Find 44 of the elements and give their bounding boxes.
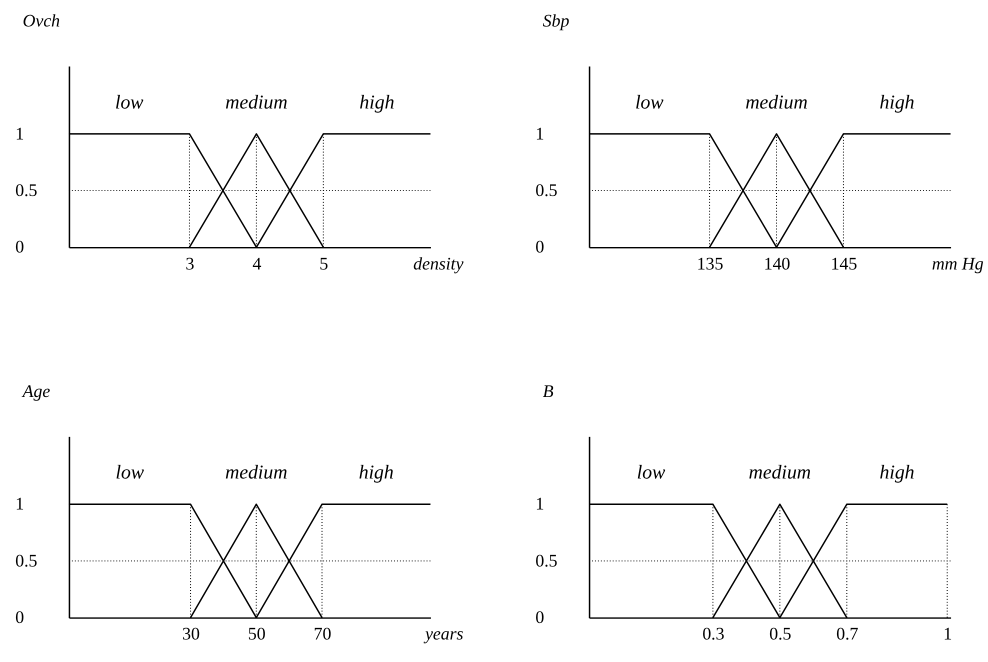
series-label: low xyxy=(114,91,144,114)
series-label: low xyxy=(636,462,666,484)
x-axis-title: density xyxy=(413,253,464,274)
y-tick-label: 0.5 xyxy=(15,180,38,200)
y-tick-label: 0.5 xyxy=(535,550,558,570)
series-label: medium xyxy=(748,462,812,484)
y-tick-label: 0 xyxy=(15,607,24,627)
series-label: medium xyxy=(225,462,288,484)
x-tick-label: 1 xyxy=(943,624,952,644)
y-tick-label: 1 xyxy=(535,123,544,144)
y-tick-label: 1 xyxy=(15,494,24,514)
x-tick-label: 145 xyxy=(830,253,858,274)
x-axis-title: years xyxy=(423,624,464,644)
y-tick-label: 1 xyxy=(535,494,544,514)
series-label: low xyxy=(116,462,144,484)
x-tick-label: 140 xyxy=(764,253,790,274)
series-label: medium xyxy=(225,91,288,114)
series-label: high xyxy=(880,462,915,484)
x-tick-label: 135 xyxy=(696,253,724,274)
chart-title: Age xyxy=(22,380,50,401)
series-label: high xyxy=(358,462,394,484)
chart-title: Ovch xyxy=(22,10,60,31)
series-label: high xyxy=(359,91,395,114)
x-tick-label: 4 xyxy=(252,253,262,274)
y-tick-label: 0.5 xyxy=(535,180,558,200)
x-tick-label: 0.5 xyxy=(769,624,792,644)
x-tick-label: 0.3 xyxy=(702,624,725,644)
x-tick-label: 50 xyxy=(248,624,266,644)
x-tick-label: 3 xyxy=(186,253,195,274)
y-tick-label: 0 xyxy=(15,236,24,257)
x-tick-label: 0.7 xyxy=(836,624,859,644)
chart-title: Sbp xyxy=(542,10,570,31)
x-axis-title: mm Hg xyxy=(932,253,984,274)
x-tick-label: 70 xyxy=(314,624,332,644)
series-label: medium xyxy=(745,91,808,114)
x-tick-label: 5 xyxy=(319,253,328,274)
y-tick-label: 0 xyxy=(535,607,544,627)
y-tick-label: 0 xyxy=(535,236,544,257)
series-label: high xyxy=(880,91,915,114)
x-tick-label: 30 xyxy=(182,624,200,644)
y-tick-label: 1 xyxy=(15,123,24,144)
series-label: low xyxy=(635,91,664,114)
chart-title: B xyxy=(542,380,554,401)
y-tick-label: 0.5 xyxy=(15,550,38,570)
